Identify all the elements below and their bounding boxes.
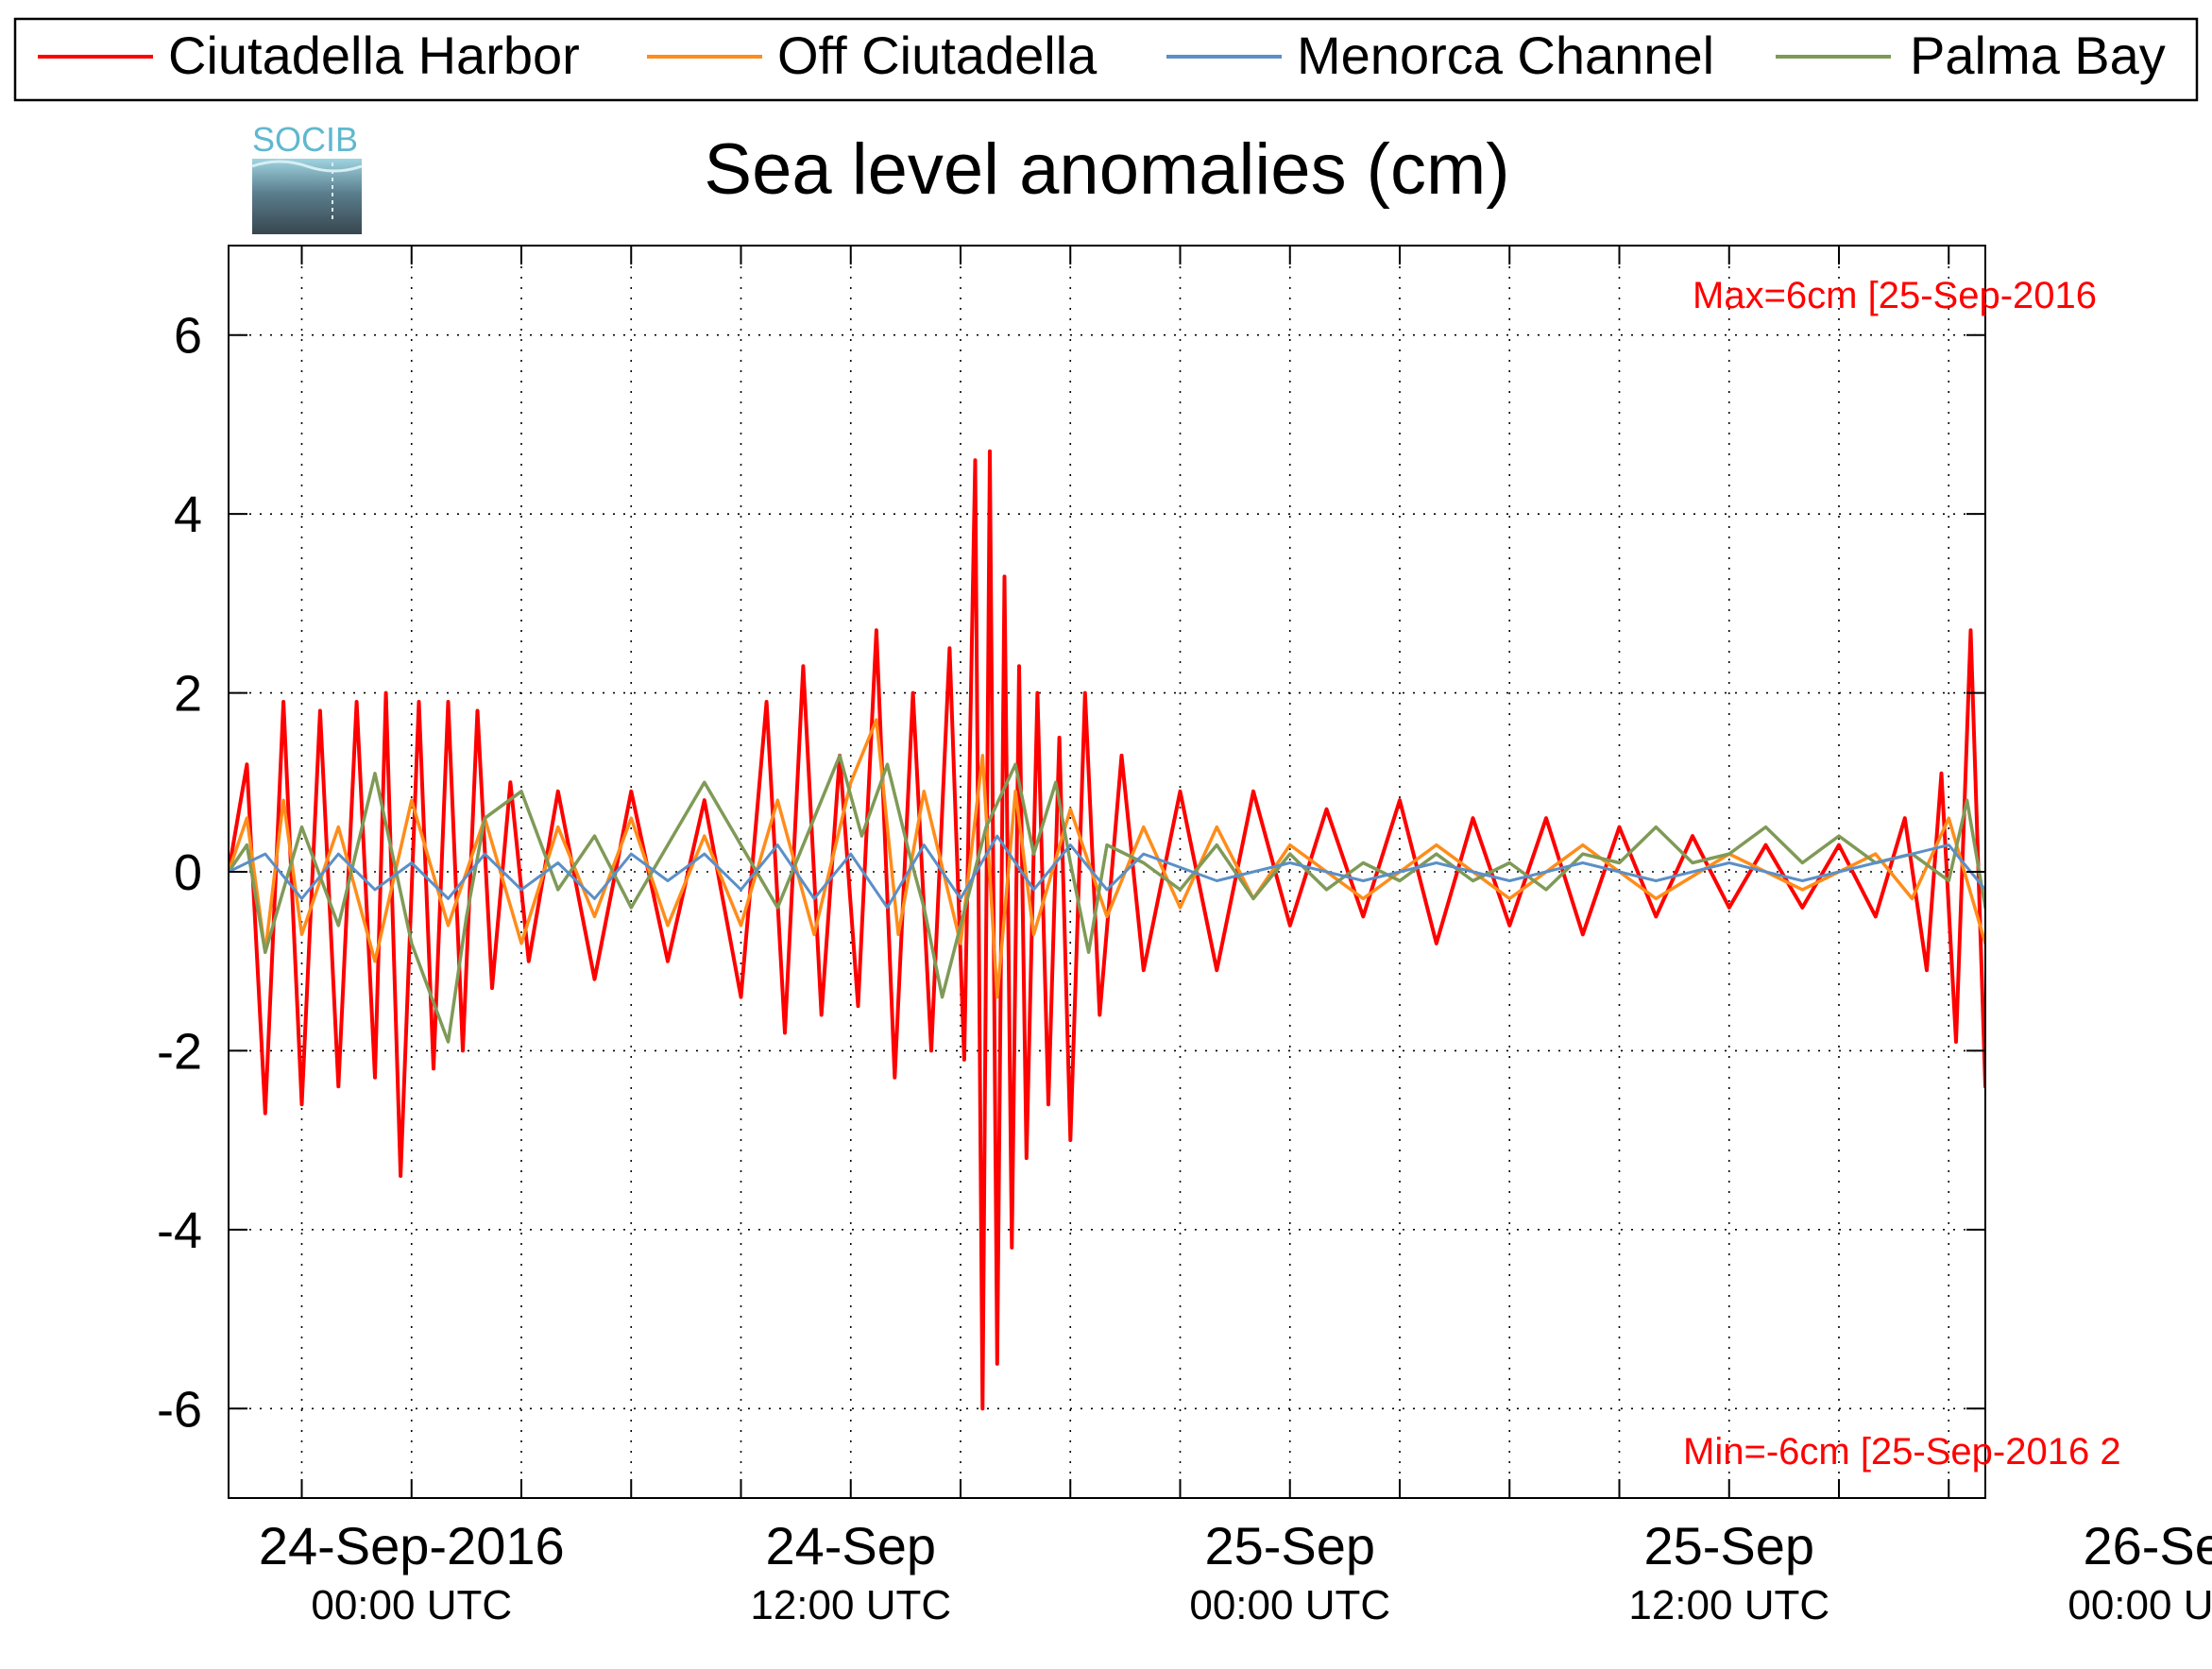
logo-text: SOCIB <box>252 120 358 159</box>
chart-title: Sea level anomalies (cm) <box>704 129 1509 210</box>
x-tick-label-date: 25-Sep <box>1204 1516 1375 1575</box>
x-tick-label-time: 00:00 UTC <box>311 1582 512 1628</box>
legend-label-off-ciutadella: Off Ciutadella <box>777 26 1097 85</box>
legend: Ciutadella Harbor Off Ciutadella Menorca… <box>13 17 2199 102</box>
socib-logo: SOCIB <box>251 120 363 234</box>
series-line-menorca-channel <box>229 834 1985 910</box>
y-tick-label: 0 <box>174 844 202 901</box>
plot-background <box>229 246 1985 1498</box>
y-tick-label: -6 <box>157 1381 202 1438</box>
legend-label-menorca-channel: Menorca Channel <box>1297 26 1714 85</box>
y-tick-label: 2 <box>174 666 202 723</box>
x-tick-label-date: 25-Sep <box>1643 1516 1814 1575</box>
y-tick-label: 4 <box>174 486 202 543</box>
x-tick-label-date: 24-Sep <box>765 1516 936 1575</box>
min-annotation: Min=-6cm [25-Sep-2016 2 <box>1683 1431 2121 1473</box>
x-tick-label-time: 12:00 UTC <box>750 1582 951 1628</box>
x-tick-label-time: 12:00 UTC <box>1628 1582 1829 1628</box>
y-tick-label: 6 <box>174 308 202 365</box>
y-tick-label: -2 <box>157 1023 202 1080</box>
plot-area: -6 -4 -2 0 2 4 6 24-Sep-2016 00:00 UTC 24-Sep 12:… <box>157 245 2212 1628</box>
grid <box>229 246 1985 1498</box>
axis-ticks <box>229 246 1985 1498</box>
x-tick-label-time: 00:00 UTC <box>2067 1582 2212 1628</box>
x-tick-labels: 24-Sep-2016 00:00 UTC 24-Sep 12:00 UTC 25-Se… <box>259 1516 2212 1628</box>
logo-wave <box>251 160 363 173</box>
x-tick-label-time: 00:00 UTC <box>1189 1582 1390 1628</box>
series-line-ciutadella-harbor <box>229 449 1985 1411</box>
max-annotation: Max=6cm [25-Sep-2016 <box>1693 275 2097 316</box>
legend-box <box>13 17 2199 102</box>
legend-label-ciutadella-harbor: Ciutadella Harbor <box>168 26 580 85</box>
x-tick-label-date: 24-Sep-2016 <box>259 1516 565 1575</box>
x-tick-label-date: 26-Sep <box>2083 1516 2212 1575</box>
legend-label-palma-bay: Palma Bay <box>1910 26 2166 85</box>
y-tick-labels: -6 -4 -2 0 2 4 6 <box>157 308 202 1439</box>
y-tick-label: -4 <box>157 1202 202 1259</box>
